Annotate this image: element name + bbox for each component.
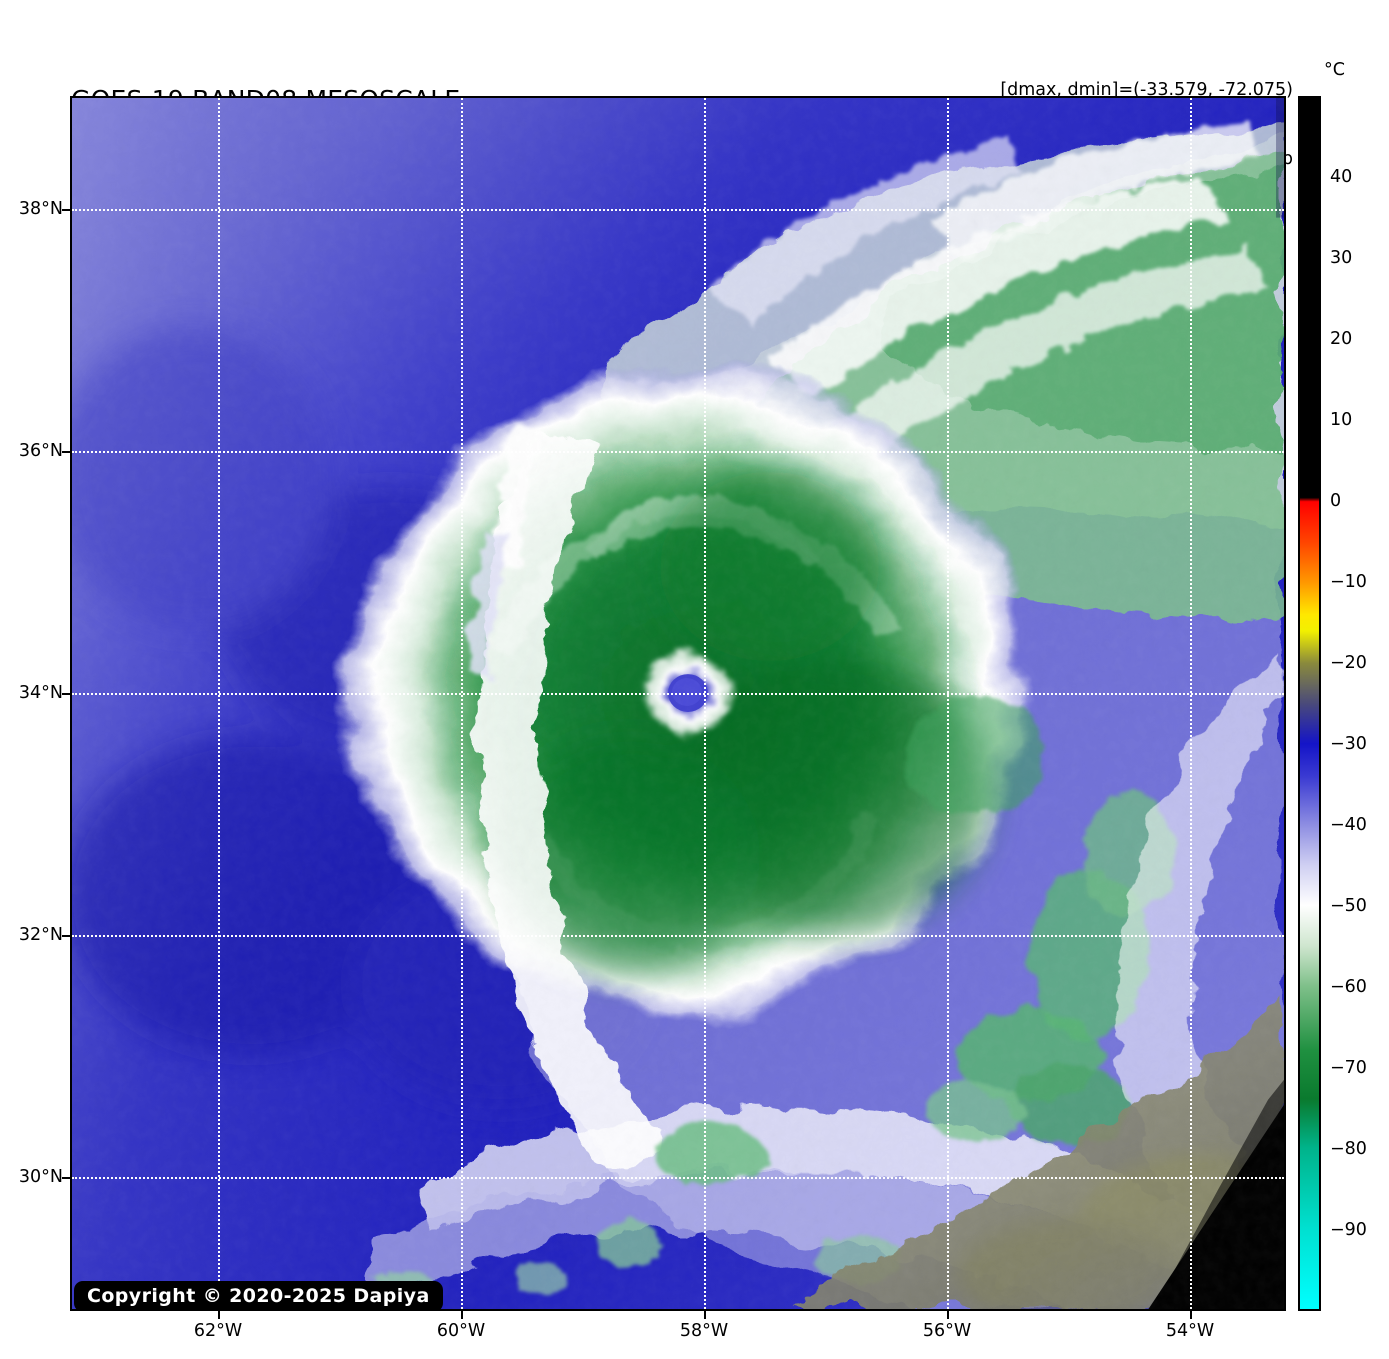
- colorbar-tick-30: 30: [1330, 248, 1353, 268]
- ytick-mark-30n: [62, 1177, 70, 1179]
- xtick-label-58w: 58°W: [679, 1321, 729, 1341]
- colorbar-tick-minus60: −60: [1330, 977, 1367, 997]
- ytick-mark-34n: [62, 693, 70, 695]
- colorbar-tick-10: 10: [1330, 410, 1353, 430]
- colorbar-tick-0: 0: [1330, 491, 1342, 511]
- colorbar-tick-20: 20: [1330, 329, 1353, 349]
- xtick-label-62w: 62°W: [193, 1321, 243, 1341]
- ytick-mark-38n: [62, 209, 70, 211]
- colorbar-tick-minus20: −20: [1330, 653, 1367, 673]
- satellite-raster: [72, 98, 1284, 1309]
- ytick-label-36n: 36°N: [18, 441, 63, 461]
- colorbar[interactable]: [1298, 96, 1321, 1311]
- colorbar-tick-minus90: −90: [1330, 1220, 1367, 1240]
- ytick-label-30n: 30°N: [18, 1167, 63, 1187]
- colorbar-tick-minus40: −40: [1330, 815, 1367, 835]
- colorbar-tick-minus10: −10: [1330, 572, 1367, 592]
- xtick-mark-58w: [704, 1311, 706, 1319]
- colorbar-tick-40: 40: [1330, 167, 1353, 187]
- satellite-imagery-panel[interactable]: Copyright © 2020-2025 Dapiya: [70, 96, 1286, 1311]
- ytick-label-34n: 34°N: [18, 683, 63, 703]
- ytick-mark-36n: [62, 451, 70, 453]
- ytick-label-38n: 38°N: [18, 199, 63, 219]
- xtick-label-60w: 60°W: [436, 1321, 486, 1341]
- xtick-mark-62w: [218, 1311, 220, 1319]
- colorbar-tick-minus30: −30: [1330, 734, 1367, 754]
- ytick-mark-32n: [62, 935, 70, 937]
- xtick-label-54w: 54°W: [1165, 1321, 1215, 1341]
- colorbar-tick-minus70: −70: [1330, 1058, 1367, 1078]
- colorbar-tick-minus50: −50: [1330, 896, 1367, 916]
- xtick-mark-60w: [461, 1311, 463, 1319]
- colorbar-gradient: [1300, 98, 1319, 1309]
- xtick-label-56w: 56°W: [922, 1321, 972, 1341]
- copyright-watermark: Copyright © 2020-2025 Dapiya: [74, 1281, 443, 1309]
- colorbar-tick-minus80: −80: [1330, 1139, 1367, 1159]
- dmax-dmin-readout: [dmax, dmin]=(-33.579, -72.075): [1000, 80, 1293, 100]
- xtick-mark-56w: [947, 1311, 949, 1319]
- ytick-label-32n: 32°N: [18, 925, 63, 945]
- colorbar-unit-label: °C: [1324, 60, 1345, 80]
- xtick-mark-54w: [1190, 1311, 1192, 1319]
